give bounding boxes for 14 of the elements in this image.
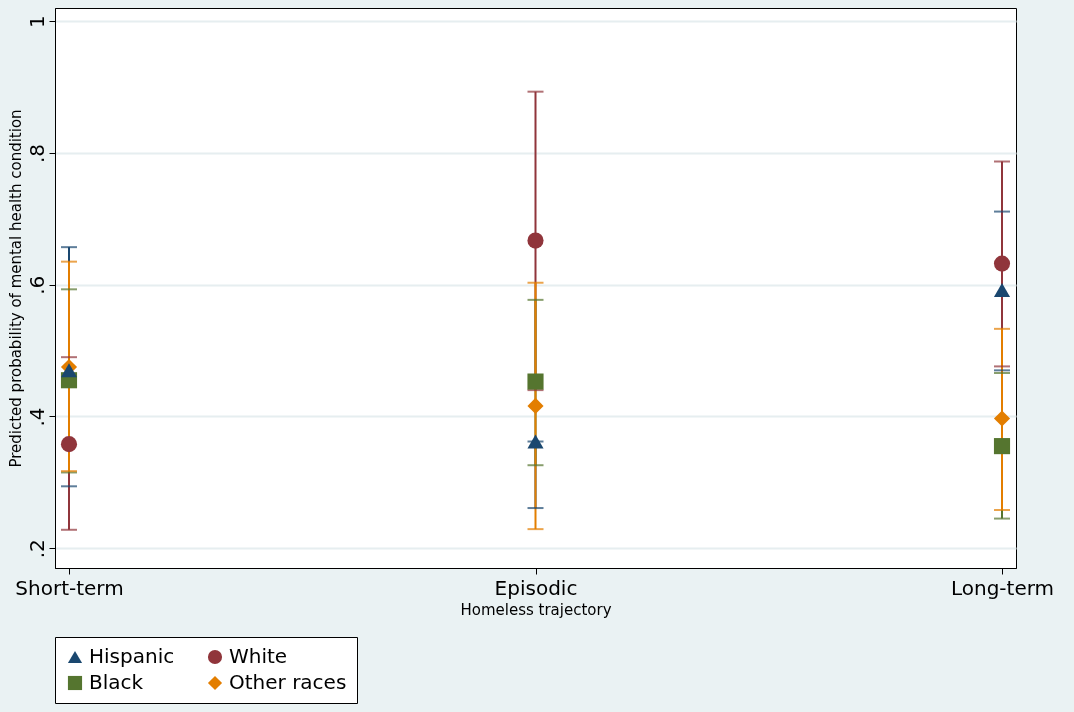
- y-tick-label: 1: [24, 15, 49, 29]
- y-tick-label: .2: [24, 539, 49, 559]
- legend-label: White: [229, 644, 288, 668]
- x-tick-label: Short-term: [15, 575, 124, 600]
- y-tick-label: .6: [24, 275, 49, 295]
- y-tick-label: .4: [24, 407, 49, 427]
- legend-label: Black: [89, 670, 144, 694]
- x-tick-label: Long-term: [950, 575, 1055, 600]
- x-axis-title: Homeless trajectory: [460, 600, 612, 619]
- x-tick-label: Episodic: [494, 575, 578, 600]
- y-axis-title: Predicted probability of mental health condition: [6, 109, 25, 468]
- y-tick-label: .8: [24, 143, 49, 163]
- legend-label: Hispanic: [89, 644, 175, 668]
- legend-label: Other races: [229, 670, 347, 694]
